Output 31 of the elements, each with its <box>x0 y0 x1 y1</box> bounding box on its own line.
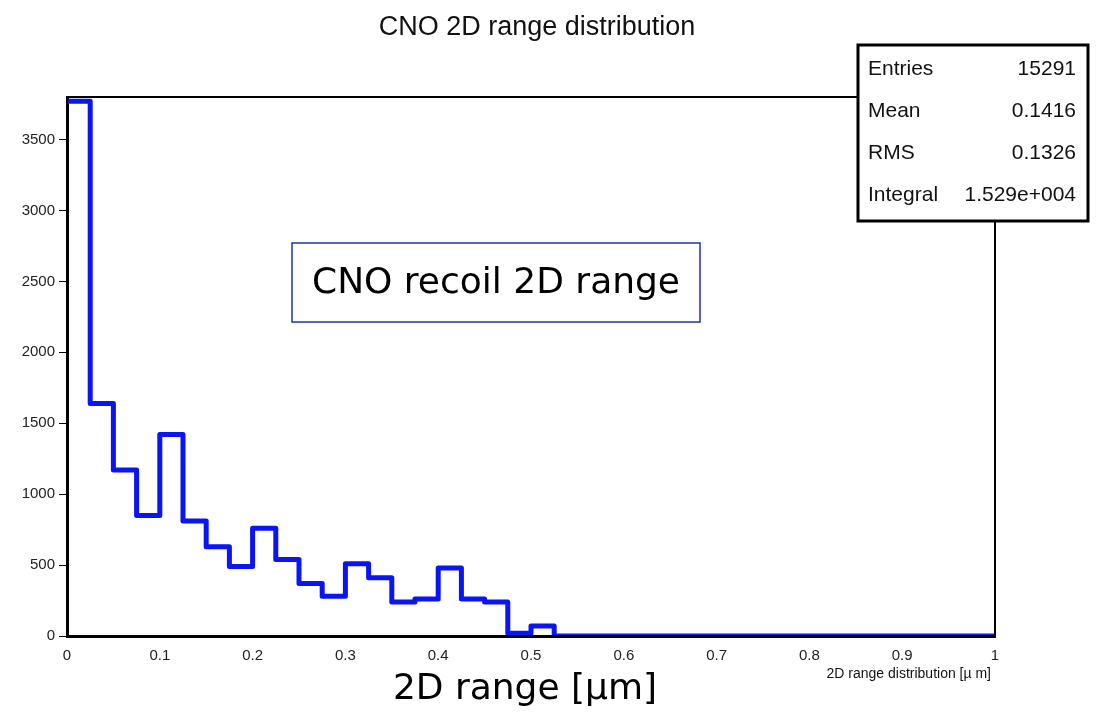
annotation: CNO recoil 2D range <box>312 260 681 302</box>
annotation: 1.529e+004 <box>964 181 1077 205</box>
x-tick-label: 0.8 <box>798 646 820 664</box>
annotation: RMS <box>868 139 915 163</box>
text: 0.1416 <box>1011 97 1076 121</box>
text: 15291 <box>1017 55 1076 79</box>
x-tick-label: 0.1 <box>149 646 171 664</box>
x-tick-label: 0.5 <box>520 646 542 664</box>
text: 0.1326 <box>1011 139 1076 163</box>
x-tick-label: 0.3 <box>334 646 356 664</box>
x-tick-label: 0.4 <box>427 646 449 664</box>
y-tick-label: 3500 <box>21 129 55 147</box>
y-tick-label: 1500 <box>21 413 55 431</box>
y-tick-label: 500 <box>29 555 55 573</box>
y-tick-label: 2000 <box>21 342 55 360</box>
y-tick-label: 2500 <box>21 271 55 289</box>
x-tick-label: 0.2 <box>242 646 264 664</box>
x-tick-label: 0.6 <box>613 646 635 664</box>
x-tick-label: 0.7 <box>706 646 728 664</box>
x-tick-label: 0 <box>62 646 72 664</box>
annotation: Mean <box>868 97 921 121</box>
chart-title: CNO 2D range distribution <box>378 11 696 42</box>
x-axis-title: 2D range distribution [µ m] <box>826 664 991 681</box>
x-tick-label: 0.9 <box>891 646 913 664</box>
y-tick-label: 3000 <box>21 200 55 218</box>
text: Entries <box>868 55 934 79</box>
y-tick-label: 0 <box>46 626 55 644</box>
x-tick-label: 1 <box>990 646 1000 664</box>
text: 2D range [µm] <box>392 666 658 708</box>
y-tick-label: 1000 <box>21 484 55 502</box>
annotation: Integral <box>868 181 939 205</box>
